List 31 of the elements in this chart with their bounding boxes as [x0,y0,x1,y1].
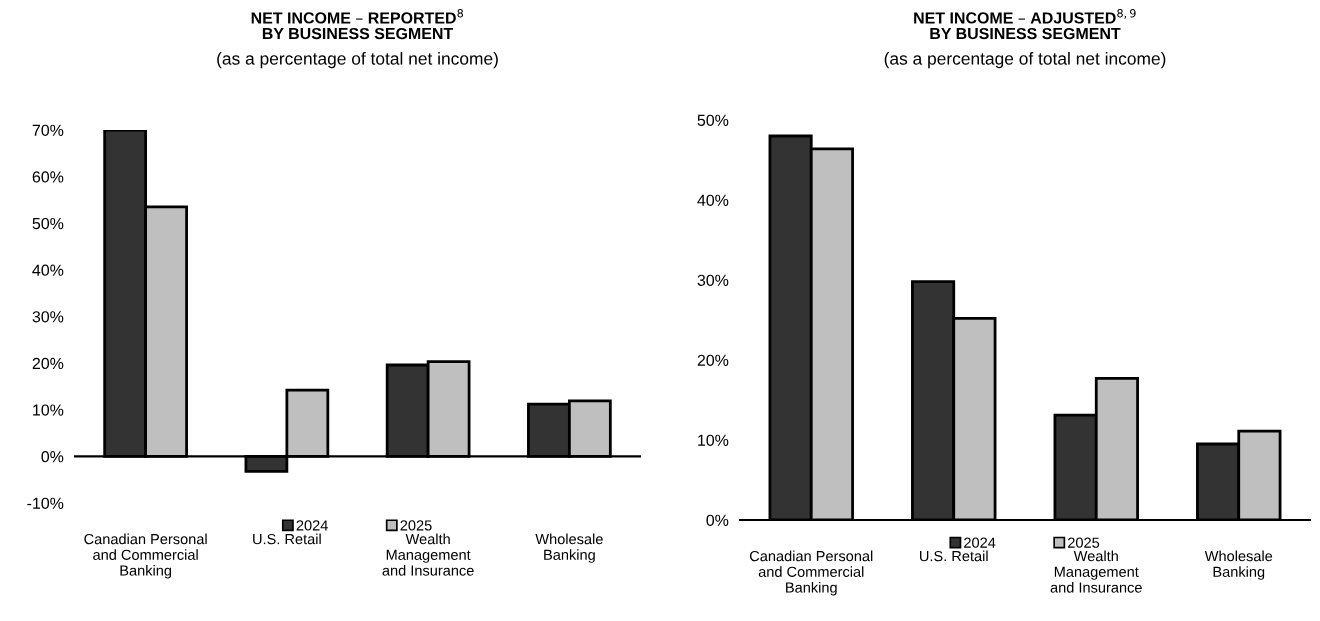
y-tick-label: 40% [32,264,64,276]
x-tick-label: U.S. Retail [253,533,321,545]
y-tick-label: 30% [697,274,729,286]
legend-label: 2025 [400,520,432,531]
chart-subtitle: (as a percentage of total net income) [884,52,1166,69]
chart-subtitle: (as a percentage of total net income) [217,52,498,69]
x-tick-label: Canadian Personal and Commercial Banking [84,533,207,579]
legend-label: 2024 [964,537,996,548]
y-tick-label: 0% [706,514,729,526]
x-tick-label: Wholesale Banking [1204,550,1273,580]
y-tick-label: 0% [41,451,64,463]
chart-title: NET INCOME – ADJUSTED$^{8,9}$ BY BUSINESS SEGMENT [914,9,1136,40]
y-tick-label: -10% [27,497,64,509]
y-tick-label: 30% [32,311,64,323]
y-tick-label: 40% [697,194,729,206]
x-tick-label: Wealth Management and Insurance [1050,550,1142,593]
y-tick-label: 50% [32,217,64,230]
y-tick-label: 20% [32,357,64,370]
y-tick-label: 60% [32,171,64,183]
legend-label: 2025 [1068,537,1100,548]
legend-label: 2024 [296,520,328,531]
y-tick-label: 70% [32,124,64,136]
x-tick-label: Wholesale Banking [535,533,603,563]
x-tick-label: U.S. Retail [920,550,988,562]
y-tick-label: 10% [33,404,64,416]
y-tick-label: 10% [698,434,729,446]
x-tick-label: Canadian Personal and Commercial Banking [749,550,873,596]
x-tick-label: Wealth Management and Insurance [382,533,474,576]
chart-title: NET INCOME – REPORTED$^{8}$ BY BUSINESS SEGMENT [251,9,464,40]
y-tick-label: 50% [697,114,729,126]
y-tick-label: 20% [697,354,729,366]
